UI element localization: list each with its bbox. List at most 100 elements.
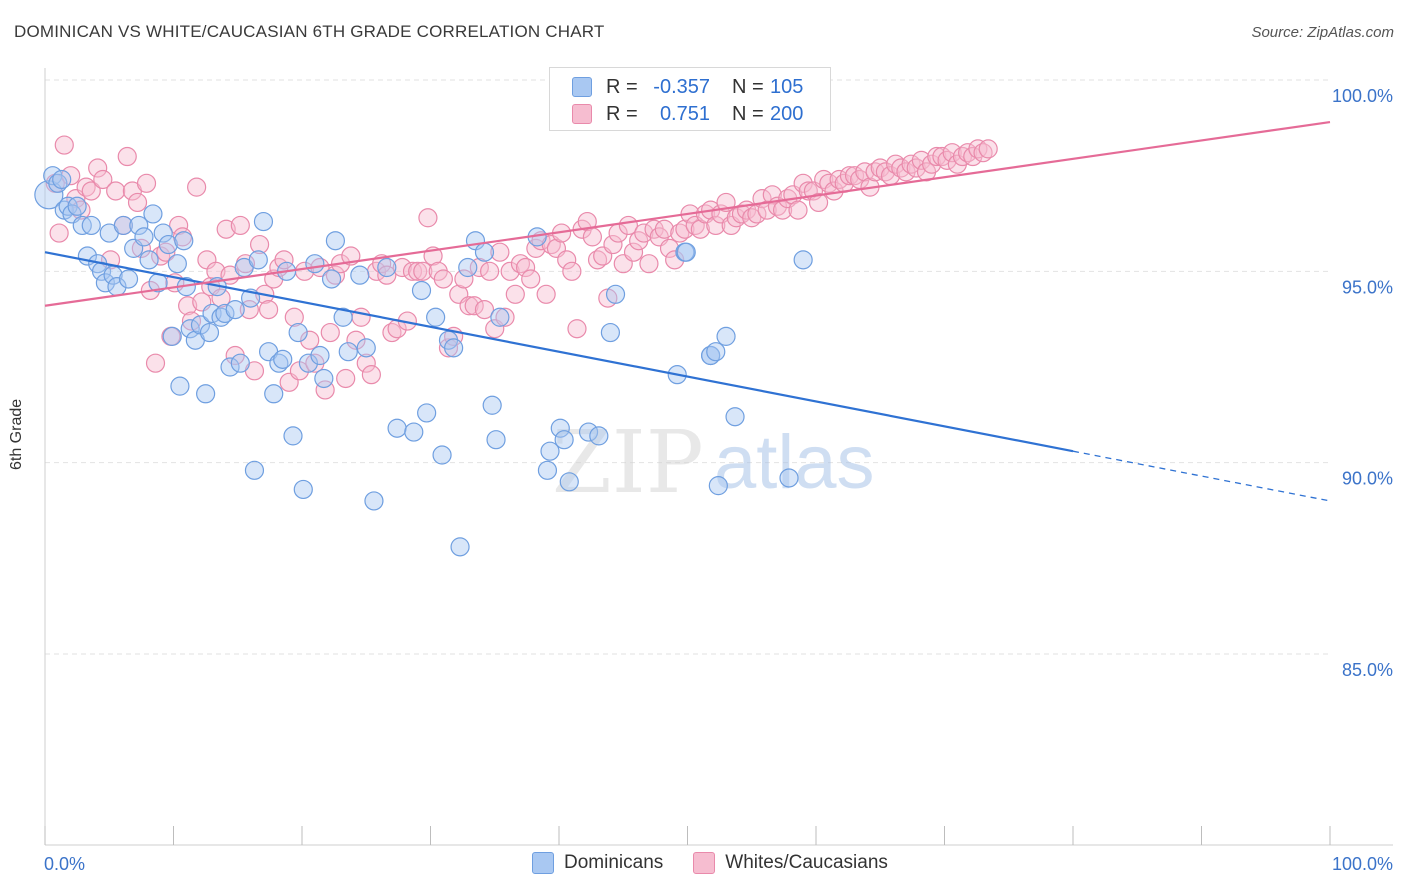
dominican-point (134, 227, 154, 247)
dominican-point (458, 257, 478, 278)
white-caucasian-point (562, 261, 582, 281)
dominican-point (129, 215, 149, 236)
trend-lines (44, 121, 1331, 502)
dominican-point (432, 445, 452, 465)
zipatlas-watermark: ZIP atlas (552, 413, 875, 513)
white-caucasian-point (829, 169, 849, 190)
r-label: R = (606, 102, 638, 125)
dominican-point (48, 173, 68, 193)
white-caucasian-point (978, 139, 998, 159)
white-caucasian-point (726, 208, 746, 228)
dominican-point (67, 196, 87, 216)
dominican-point (550, 418, 570, 438)
white-caucasian-point (927, 146, 947, 167)
dominican-point (143, 204, 163, 224)
white-caucasian-point (474, 300, 495, 320)
white-caucasian-point (469, 257, 489, 278)
y-tick-label: 85.0% (1342, 660, 1393, 680)
watermark-atlas: atlas (714, 420, 875, 505)
dominican-point (559, 472, 579, 492)
white-caucasian-point (582, 227, 603, 247)
white-caucasian-point (464, 296, 484, 316)
dominican-point (321, 269, 342, 289)
white-caucasian-point (665, 250, 685, 270)
dominican-point (273, 349, 293, 369)
dominican-point (417, 403, 437, 423)
white-caucasian-point (418, 208, 438, 228)
source-label: Source: ZipAtlas.com (1251, 24, 1394, 41)
white-caucasian-point (49, 223, 69, 243)
n-label: N = (732, 75, 764, 98)
white-caucasian-point (855, 162, 875, 182)
dominican-point (293, 479, 313, 500)
white-caucasian-point (634, 223, 654, 243)
y-tick-label: 90.0% (1342, 469, 1393, 489)
n-value: 200 (770, 102, 804, 125)
dominican-point (264, 384, 284, 404)
white-caucasian-point (408, 261, 428, 281)
legend-item-whites[interactable]: Whites/Caucasians (693, 852, 888, 874)
white-caucasian-point (942, 143, 962, 163)
white-caucasian-point (284, 307, 304, 327)
white-caucasian-point (757, 200, 777, 220)
white-caucasian-point (515, 257, 536, 278)
white-caucasian-point (731, 204, 752, 224)
dominican-point (676, 242, 696, 262)
white-caucasian-point (886, 154, 906, 174)
dominican-point (283, 426, 303, 446)
dominican-point (162, 326, 182, 346)
white-caucasian-point (454, 269, 474, 289)
white-caucasian-point (505, 284, 525, 304)
white-caucasian-point (808, 192, 829, 213)
y-tick-label: 100.0% (1332, 86, 1393, 106)
white-caucasian-point (577, 211, 597, 232)
white-caucasian-point (93, 169, 113, 190)
white-caucasian-point (973, 143, 993, 163)
white-caucasian-point (875, 162, 895, 182)
white-caucasian-point (901, 154, 921, 174)
white-caucasian-point (844, 166, 865, 186)
white-caucasian-point (300, 330, 320, 350)
white-caucasian-point (490, 242, 510, 262)
dominican-point (356, 338, 376, 358)
axes (44, 68, 1393, 846)
white-caucasian-point (958, 143, 978, 163)
dominican-point (314, 368, 334, 389)
white-caucasian-point (351, 307, 371, 327)
dominican-point (174, 231, 194, 251)
dominican-point (52, 169, 72, 190)
white-caucasian-point (587, 250, 608, 270)
x-tick-label: 100.0% (1332, 854, 1393, 874)
white-caucasian-point (230, 215, 250, 236)
white-caucasian-point (178, 296, 198, 316)
dominican-point (248, 250, 268, 270)
n-value: 105 (770, 75, 804, 98)
white-caucasian-point (346, 330, 366, 350)
white-caucasian-point (151, 246, 171, 266)
legend-swatch-blue (532, 852, 554, 874)
white-caucasian-point (706, 215, 726, 236)
legend-item-dominicans[interactable]: Dominicans (532, 852, 663, 874)
white-caucasian-point (377, 265, 397, 285)
white-caucasian-point (325, 265, 346, 285)
dominican-point (269, 353, 289, 373)
r-value: 0.751 (659, 102, 710, 125)
dominican-point (215, 303, 235, 324)
white-caucasian-point (356, 353, 376, 373)
dominican-point (490, 307, 510, 327)
dominican-point (199, 322, 220, 343)
dominican-point (153, 223, 173, 243)
dominican-point (708, 476, 728, 496)
dominican-point (225, 300, 245, 320)
dominican-point (605, 284, 626, 304)
watermark-zip: ZIP (552, 413, 704, 513)
dominican-point (95, 273, 115, 293)
white-caucasian-point (127, 192, 148, 213)
white-caucasian-point (81, 181, 101, 201)
dominican-point (600, 322, 621, 343)
white-caucasian-point (54, 135, 74, 155)
legend-label: Dominicans (564, 852, 664, 873)
dominican-point (350, 265, 370, 285)
white-caucasian-point (392, 257, 412, 278)
